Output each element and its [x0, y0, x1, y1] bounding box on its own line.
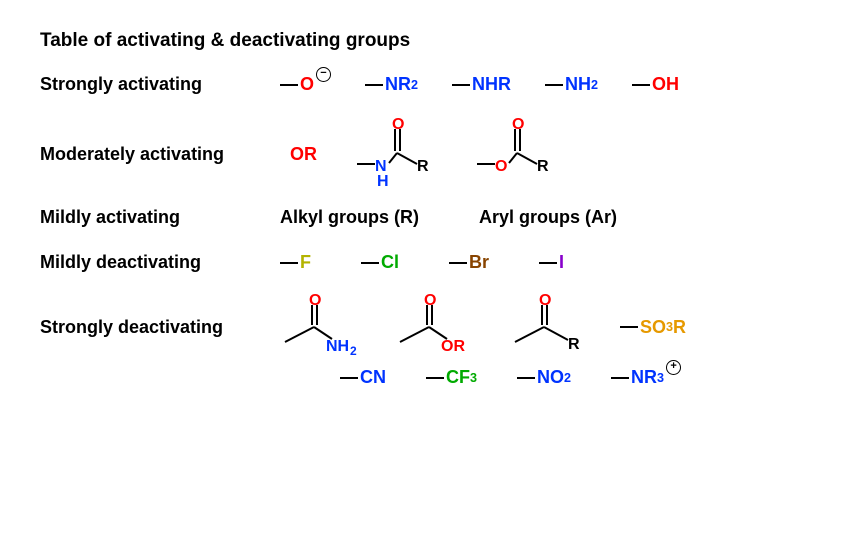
group-NHR: NHR	[452, 74, 511, 95]
row-mildly-activating: Mildly activating Alkyl groups (R) Aryl …	[40, 207, 826, 228]
svg-text:R: R	[537, 158, 549, 175]
content-mildly-activating: Alkyl groups (R) Aryl groups (Ar)	[280, 207, 617, 228]
svg-text:O: O	[512, 116, 524, 133]
content-strongly-activating: O− NR2 NHR NH2 OH	[280, 74, 679, 95]
label-mildly-deactivating: Mildly deactivating	[40, 252, 280, 273]
svg-text:O: O	[495, 158, 507, 175]
group-NO2: NO2	[517, 367, 571, 388]
group-NR2: NR2	[365, 74, 418, 95]
group-CN: CN	[340, 367, 386, 388]
svg-text:R: R	[568, 336, 580, 353]
label-strongly-deactivating: Strongly deactivating	[40, 317, 280, 338]
svg-text:2: 2	[350, 344, 357, 358]
row-strongly-activating: Strongly activating O− NR2 NHR NH2 OH	[40, 74, 826, 95]
group-aryl: Aryl groups (Ar)	[479, 207, 617, 228]
svg-text:O: O	[392, 116, 404, 133]
group-CF3: CF3	[426, 367, 477, 388]
group-NR3-cation: NR3+	[611, 367, 681, 388]
page-title: Table of activating & deactivating group…	[40, 30, 826, 52]
row-strongly-deactivating: Strongly deactivating O NH2 O OR O R	[40, 297, 826, 357]
group-OH: OH	[632, 74, 679, 95]
content-strongly-deactivating-2: CN CF3 NO2 NR3+	[280, 367, 681, 388]
label-mildly-activating: Mildly activating	[40, 207, 280, 228]
group-Cl: Cl	[361, 252, 399, 273]
group-OR: OR	[280, 144, 317, 165]
label-strongly-activating: Strongly activating	[40, 74, 280, 95]
group-F: F	[280, 252, 311, 273]
svg-text:NH: NH	[326, 338, 349, 355]
svg-text:R: R	[417, 158, 429, 175]
svg-text:O: O	[539, 292, 551, 309]
group-O-anion: O−	[280, 74, 331, 95]
svg-text:OR: OR	[441, 338, 465, 355]
group-SO3R: SO3R	[620, 317, 686, 338]
group-Br: Br	[449, 252, 489, 273]
content-moderately-activating: OR O N R H O O R	[280, 119, 557, 189]
group-ketone: O R	[510, 297, 590, 357]
group-ester: O O R	[477, 119, 557, 189]
group-NH2: NH2	[545, 74, 598, 95]
group-alkyl: Alkyl groups (R)	[280, 207, 419, 228]
label-moderately-activating: Moderately activating	[40, 144, 280, 165]
group-amide: O N R H	[357, 119, 437, 189]
row-strongly-deactivating-2: CN CF3 NO2 NR3+	[40, 367, 826, 388]
group-ester-deact: O OR	[395, 297, 480, 357]
content-strongly-deactivating-1: O NH2 O OR O R SO3R	[280, 297, 686, 357]
svg-text:H: H	[377, 173, 389, 190]
row-mildly-deactivating: Mildly deactivating F Cl Br I	[40, 252, 826, 273]
group-carboxamide: O NH2	[280, 297, 365, 357]
svg-text:O: O	[424, 292, 436, 309]
svg-text:O: O	[309, 292, 321, 309]
group-I: I	[539, 252, 564, 273]
content-mildly-deactivating: F Cl Br I	[280, 252, 564, 273]
row-moderately-activating: Moderately activating OR O N R H O O R	[40, 119, 826, 189]
